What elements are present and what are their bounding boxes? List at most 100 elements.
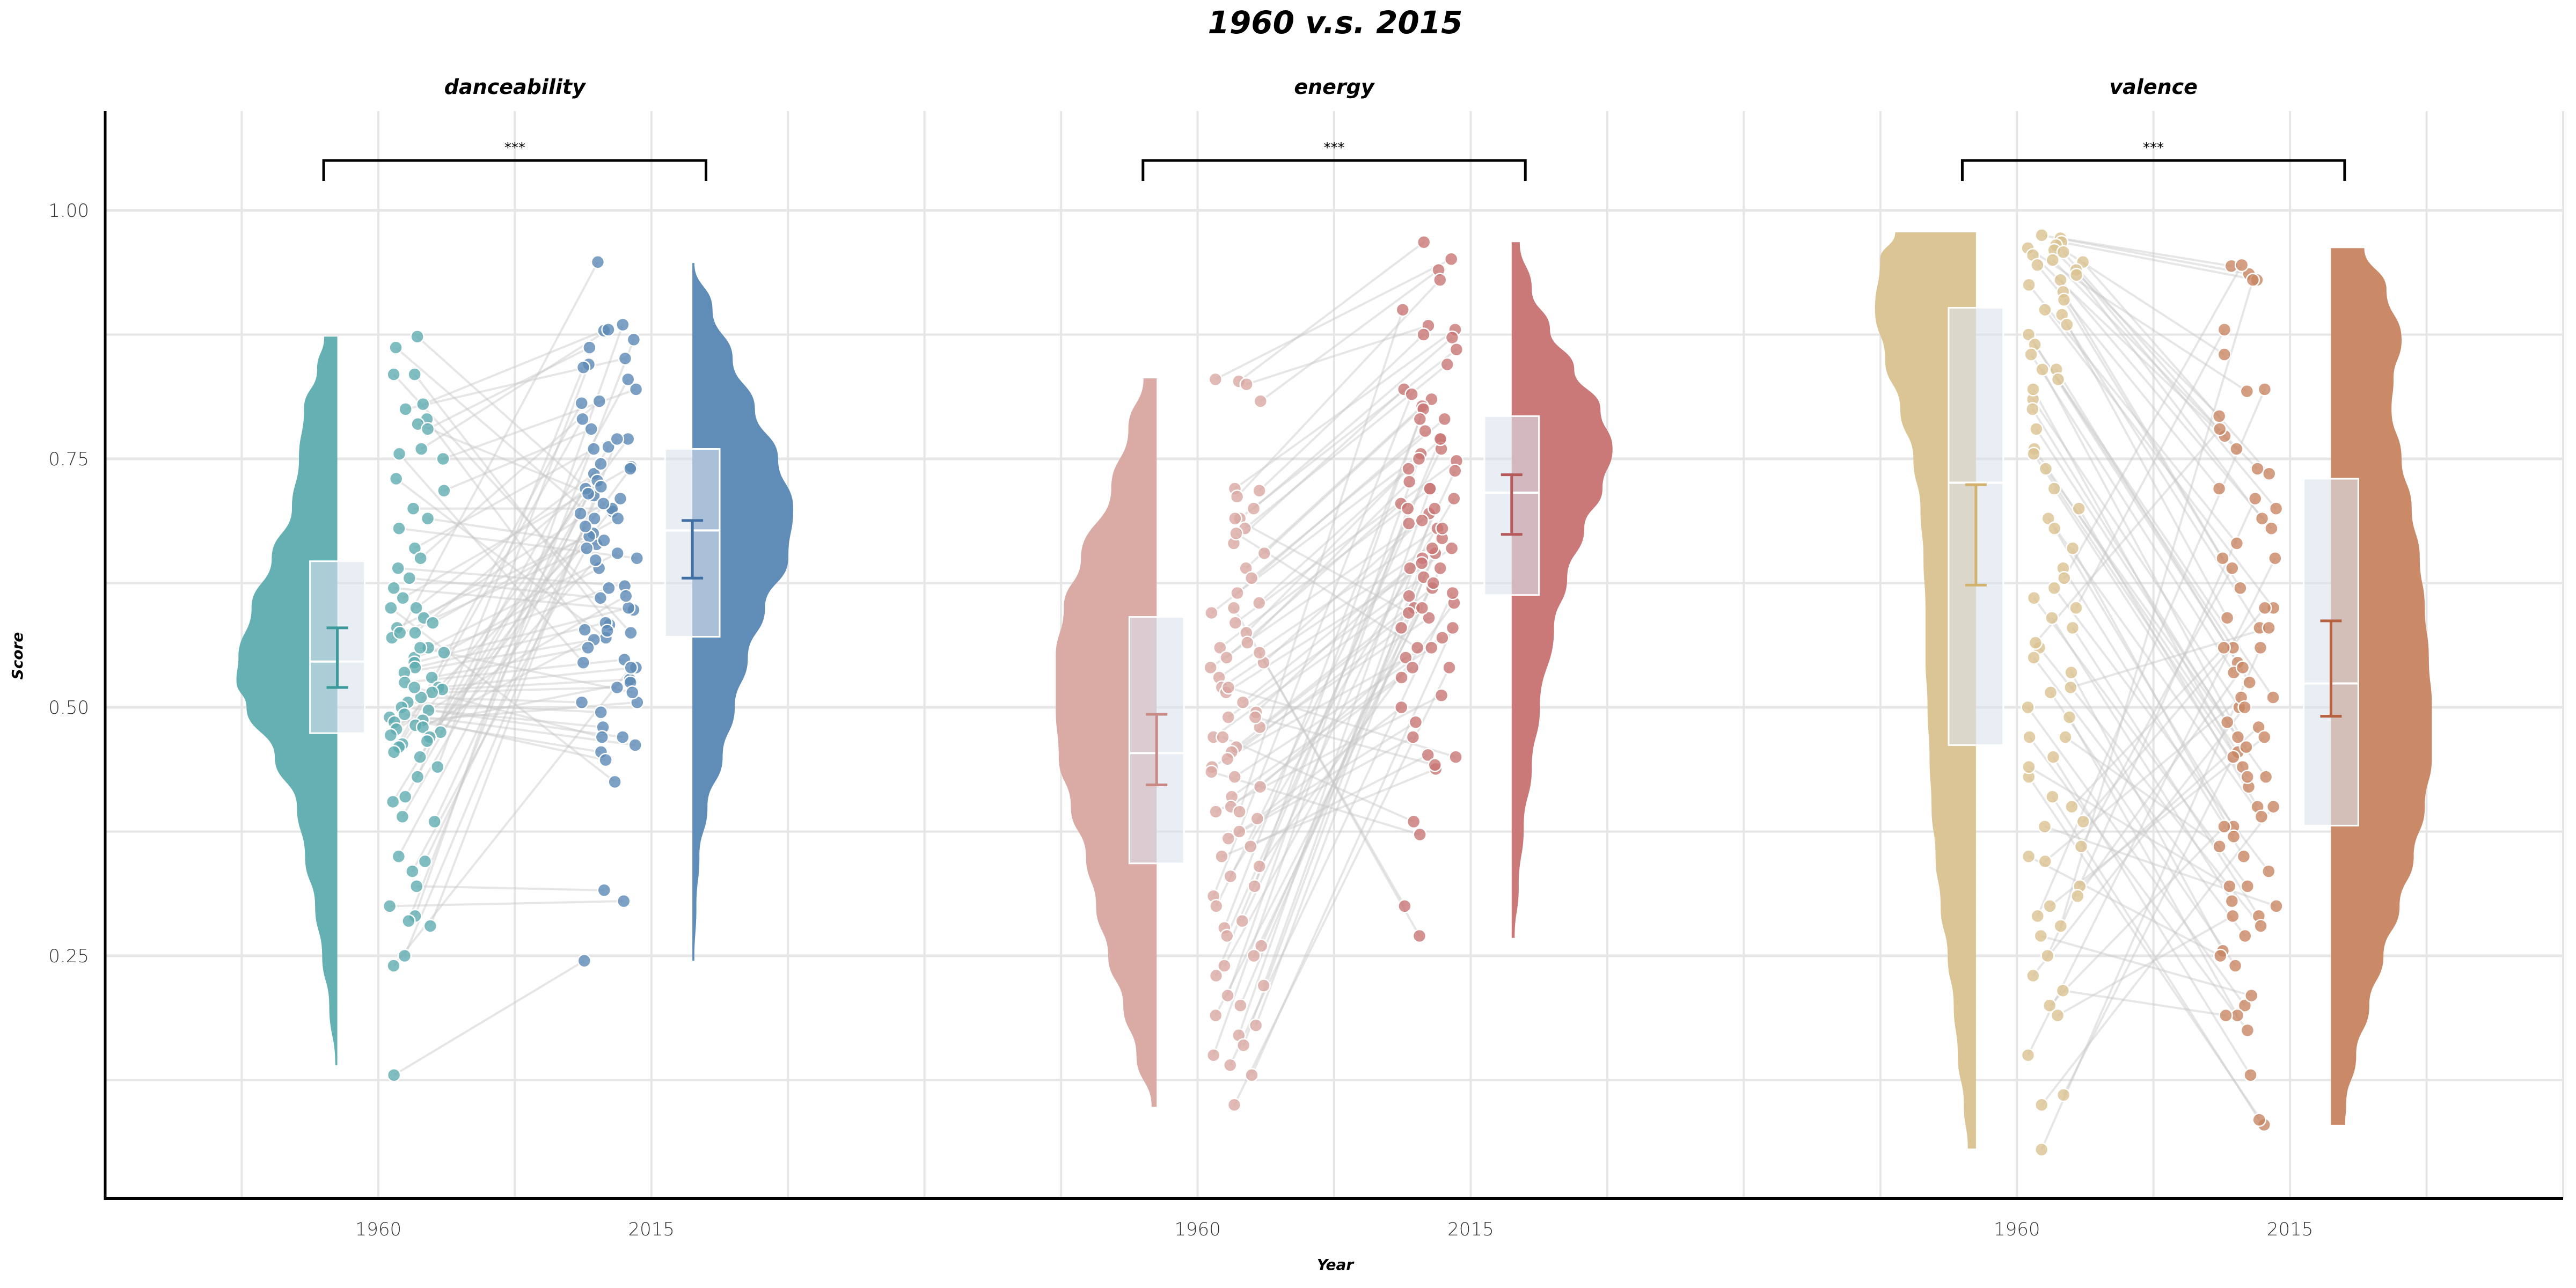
point-1960 bbox=[2053, 919, 2068, 933]
point-1960 bbox=[2030, 909, 2045, 924]
point-1960 bbox=[2053, 273, 2068, 287]
pair-line bbox=[2040, 935, 2252, 997]
point-2015 bbox=[2262, 466, 2277, 481]
facet-title: valence bbox=[2109, 75, 2198, 99]
point-1960 bbox=[2022, 730, 2037, 744]
pair-line bbox=[1214, 607, 1423, 1016]
pair-line bbox=[1255, 716, 1436, 766]
point-1960 bbox=[1220, 988, 1235, 1003]
point-1960 bbox=[2045, 789, 2060, 804]
pair-line bbox=[1239, 348, 1458, 519]
point-2015 bbox=[593, 591, 608, 605]
pair-line bbox=[2068, 716, 2238, 1016]
point-1960 bbox=[398, 789, 413, 804]
point-2015 bbox=[2230, 730, 2245, 744]
pair-line bbox=[1212, 508, 1409, 1056]
pair-line bbox=[2076, 667, 2244, 897]
point-2015 bbox=[2217, 322, 2232, 337]
point-2015 bbox=[590, 255, 605, 269]
pair-line bbox=[428, 552, 618, 649]
point-1960 bbox=[382, 899, 397, 913]
x-axis-title: Year bbox=[1317, 1256, 1355, 1274]
pair-line bbox=[1227, 576, 1424, 719]
y-tick-label: 0.25 bbox=[48, 946, 89, 967]
point-2015 bbox=[588, 553, 603, 568]
point-1960 bbox=[2042, 998, 2057, 1013]
point-1960 bbox=[2029, 422, 2044, 436]
point-1960 bbox=[1256, 978, 1271, 993]
pair-line bbox=[1236, 279, 1441, 497]
pair-line bbox=[443, 428, 592, 492]
point-1960 bbox=[1209, 968, 1224, 983]
point-1960 bbox=[396, 591, 410, 605]
pair-line bbox=[2028, 766, 2230, 888]
point-1960 bbox=[391, 561, 405, 575]
point-2015 bbox=[1421, 748, 1435, 763]
pair-line bbox=[2049, 736, 2265, 907]
point-1960 bbox=[383, 728, 398, 743]
point-1960 bbox=[1232, 824, 1247, 839]
point-1960 bbox=[1244, 570, 1259, 586]
point-2015 bbox=[2212, 422, 2227, 436]
pair-line bbox=[1250, 627, 1454, 1076]
pair-line bbox=[2041, 234, 2249, 275]
point-1960 bbox=[1248, 710, 1263, 724]
point-1960 bbox=[2021, 1048, 2036, 1063]
point-1960 bbox=[405, 864, 420, 879]
point-1960 bbox=[1214, 849, 1229, 864]
pair-line bbox=[395, 347, 595, 519]
point-2015 bbox=[594, 705, 608, 720]
point-2015 bbox=[1433, 431, 1448, 447]
pair-line bbox=[1227, 627, 1402, 760]
point-1960 bbox=[1223, 1058, 1238, 1072]
point-2015 bbox=[2212, 409, 2227, 423]
point-2015 bbox=[2255, 511, 2270, 526]
point-2015 bbox=[618, 351, 633, 366]
pair-line bbox=[399, 261, 599, 634]
point-1960 bbox=[1228, 511, 1242, 526]
pair-line bbox=[1246, 481, 1410, 644]
point-2015 bbox=[2222, 879, 2237, 894]
point-2015 bbox=[1440, 357, 1455, 372]
point-2015 bbox=[2239, 740, 2253, 755]
point-1960 bbox=[437, 484, 451, 498]
pair-line bbox=[1233, 388, 1405, 544]
point-2015 bbox=[602, 581, 616, 596]
point-1960 bbox=[1226, 601, 1241, 616]
point-1960 bbox=[1236, 1038, 1251, 1052]
point-1960 bbox=[2069, 601, 2083, 616]
pair-line bbox=[1234, 460, 1458, 624]
point-1960 bbox=[409, 879, 424, 894]
pair-line bbox=[1258, 334, 1424, 492]
point-2015 bbox=[1434, 688, 1449, 703]
point-2015 bbox=[1435, 631, 1450, 645]
pair-line bbox=[414, 488, 587, 634]
pair-line bbox=[1226, 502, 1402, 658]
pair-line bbox=[1223, 419, 1421, 928]
pair-line bbox=[420, 400, 601, 559]
pair-line bbox=[1242, 557, 1423, 704]
point-1960 bbox=[1219, 928, 1234, 943]
point-2015 bbox=[610, 431, 625, 447]
point-1960 bbox=[1252, 859, 1267, 874]
point-2015 bbox=[587, 442, 601, 456]
pair-line bbox=[1242, 562, 1423, 1046]
point-2015 bbox=[1448, 750, 1463, 764]
pair-line bbox=[2033, 657, 2246, 937]
point-2015 bbox=[1437, 412, 1452, 427]
point-1960 bbox=[413, 750, 427, 764]
point-1960 bbox=[386, 367, 401, 382]
point-2015 bbox=[2243, 1067, 2258, 1082]
pair-line bbox=[2062, 291, 2224, 559]
point-1960 bbox=[420, 511, 435, 526]
pair-line bbox=[423, 502, 604, 619]
pair-line bbox=[2053, 528, 2235, 828]
point-2015 bbox=[2228, 958, 2243, 973]
pair-line bbox=[2031, 408, 2228, 723]
point-1960 bbox=[430, 759, 445, 774]
point-1960 bbox=[2038, 854, 2053, 869]
pair-line bbox=[1234, 647, 1432, 778]
point-2015 bbox=[617, 894, 631, 909]
pair-line bbox=[1259, 656, 1407, 788]
point-1960 bbox=[414, 690, 428, 705]
